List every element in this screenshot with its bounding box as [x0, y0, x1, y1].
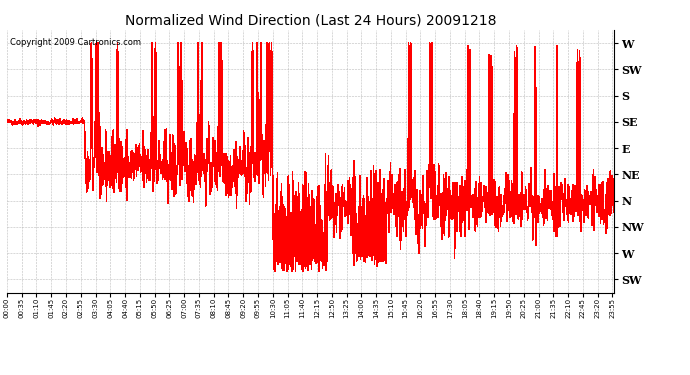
Text: Copyright 2009 Cartronics.com: Copyright 2009 Cartronics.com — [10, 38, 141, 47]
Title: Normalized Wind Direction (Last 24 Hours) 20091218: Normalized Wind Direction (Last 24 Hours… — [125, 13, 496, 27]
